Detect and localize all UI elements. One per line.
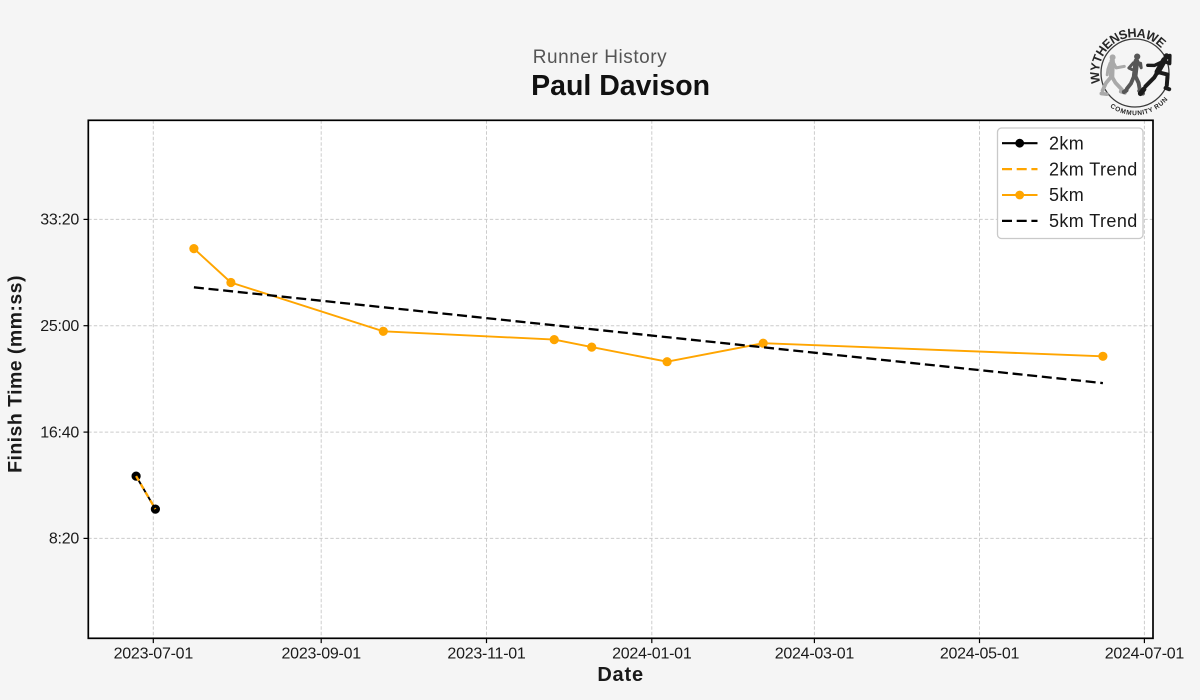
svg-text:2km: 2km (1049, 133, 1084, 153)
svg-text:2023-11-01: 2023-11-01 (447, 646, 526, 663)
svg-text:2km Trend: 2km Trend (1049, 159, 1138, 179)
svg-text:25:00: 25:00 (40, 318, 79, 335)
svg-text:5km: 5km (1049, 185, 1084, 205)
svg-text:8:20: 8:20 (49, 531, 79, 548)
svg-text:Runner History: Runner History (533, 47, 667, 68)
svg-text:33:20: 33:20 (40, 212, 79, 229)
svg-text:2023-07-01: 2023-07-01 (114, 646, 194, 663)
svg-text:2024-05-01: 2024-05-01 (940, 646, 1020, 663)
svg-text:16:40: 16:40 (40, 424, 79, 441)
svg-text:5km Trend: 5km Trend (1049, 211, 1138, 231)
svg-text:2024-07-01: 2024-07-01 (1105, 646, 1185, 663)
svg-text:2024-03-01: 2024-03-01 (775, 646, 855, 663)
svg-text:Date: Date (597, 664, 644, 686)
svg-text:Finish Time (mm:ss): Finish Time (mm:ss) (5, 275, 27, 473)
svg-text:2023-09-01: 2023-09-01 (282, 646, 362, 663)
svg-text:2024-01-01: 2024-01-01 (612, 646, 692, 663)
svg-text:Paul Davison: Paul Davison (531, 70, 710, 102)
